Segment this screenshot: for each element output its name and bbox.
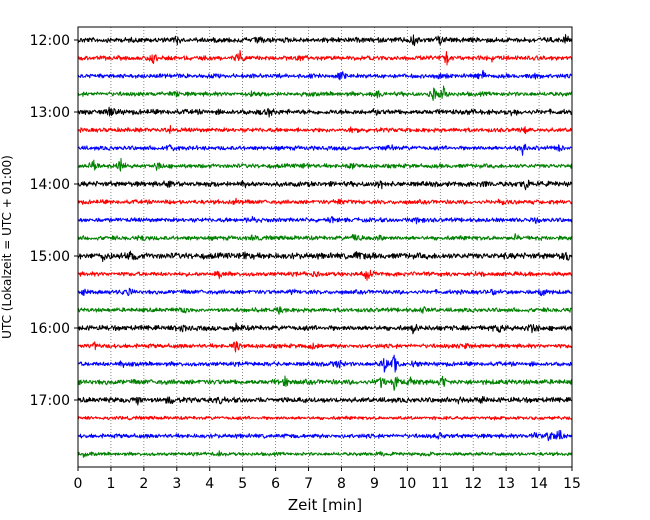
y-axis-label: UTC (Lokalzeit = UTC + 01:00) (0, 155, 14, 339)
x-tick-label: 8 (337, 476, 346, 492)
x-tick-label: 1 (106, 476, 115, 492)
trace-1330 (77, 143, 573, 156)
trace-1715 (77, 415, 573, 421)
x-tick-label: 9 (370, 476, 379, 492)
trace-1245 (77, 85, 573, 101)
plot-frame (77, 26, 573, 468)
trace-1500 (77, 250, 573, 263)
y-tick-label: 12:00 (30, 33, 70, 49)
y-axis-ticks: 12:00 13:00 14:00 15:00 16:00 17:00 (30, 33, 78, 409)
trace-1315 (77, 124, 573, 135)
trace-1645 (77, 375, 573, 391)
x-tick-label: 10 (398, 476, 416, 492)
y-tick-label: 17:00 (30, 393, 70, 409)
x-tick-label: 13 (497, 476, 515, 492)
x-tick-label: 11 (431, 476, 449, 492)
x-tick-label: 4 (205, 476, 214, 492)
y-tick-label: 16:00 (30, 321, 70, 337)
y-tick-label: 13:00 (30, 105, 70, 121)
trace-1600 (77, 322, 573, 335)
trace-1545 (77, 306, 573, 315)
trace-1745 (77, 450, 573, 458)
trace-1415 (77, 197, 573, 206)
x-tick-label: 15 (563, 476, 581, 492)
x-tick-label: 7 (304, 476, 313, 492)
trace-1200 (77, 33, 573, 47)
trace-1730 (77, 429, 573, 442)
y-tick-label: 15:00 (30, 249, 70, 265)
x-tick-label: 14 (530, 476, 548, 492)
x-tick-label: 2 (139, 476, 148, 492)
trace-1615 (77, 341, 573, 353)
trace-1630 (77, 354, 573, 373)
trace-1400 (77, 179, 573, 191)
x-axis-label: Zeit [min] (288, 496, 362, 514)
trace-1530 (77, 287, 573, 297)
x-tick-label: 3 (172, 476, 181, 492)
x-tick-label: 12 (464, 476, 482, 492)
x-axis-ticks: 0 1 2 3 4 5 6 7 8 9 10 11 12 13 14 15 (74, 467, 581, 492)
y-tick-label: 14:00 (30, 177, 70, 193)
trace-1515 (77, 269, 573, 281)
trace-1445 (77, 233, 573, 242)
trace-1700 (77, 396, 573, 406)
trace-1215 (77, 49, 573, 66)
trace-1345 (77, 157, 573, 172)
trace-1300 (77, 106, 573, 118)
trace-1230 (77, 69, 573, 81)
grid-lines (110, 27, 540, 467)
x-tick-label: 0 (74, 476, 83, 492)
x-tick-label: 6 (271, 476, 280, 492)
seismogram-traces (77, 33, 573, 458)
x-tick-label: 5 (238, 476, 247, 492)
trace-1430 (77, 215, 573, 225)
